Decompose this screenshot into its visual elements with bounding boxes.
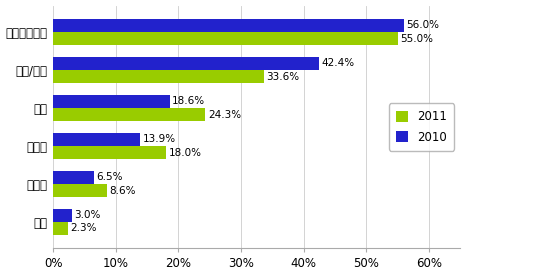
Text: 33.6%: 33.6% xyxy=(266,72,299,82)
Bar xyxy=(53,184,107,197)
Bar xyxy=(53,57,319,70)
Bar xyxy=(53,19,404,32)
Bar xyxy=(53,146,166,159)
Text: 6.5%: 6.5% xyxy=(96,172,123,182)
Bar xyxy=(53,209,72,222)
Text: 18.0%: 18.0% xyxy=(168,148,201,158)
Bar xyxy=(53,32,398,45)
Bar xyxy=(53,133,140,146)
Bar xyxy=(53,222,67,235)
Text: 8.6%: 8.6% xyxy=(110,185,136,196)
Text: 42.4%: 42.4% xyxy=(321,59,355,68)
Bar xyxy=(53,171,94,184)
Text: 18.6%: 18.6% xyxy=(172,96,206,106)
Bar xyxy=(53,108,206,121)
Legend: 2011, 2010: 2011, 2010 xyxy=(389,103,454,151)
Text: 2.3%: 2.3% xyxy=(70,224,96,233)
Text: 55.0%: 55.0% xyxy=(400,34,433,44)
Text: 24.3%: 24.3% xyxy=(208,110,241,120)
Text: 13.9%: 13.9% xyxy=(142,134,176,144)
Text: 3.0%: 3.0% xyxy=(75,210,101,220)
Bar xyxy=(53,70,264,83)
Bar xyxy=(53,95,170,108)
Text: 56.0%: 56.0% xyxy=(407,20,439,30)
